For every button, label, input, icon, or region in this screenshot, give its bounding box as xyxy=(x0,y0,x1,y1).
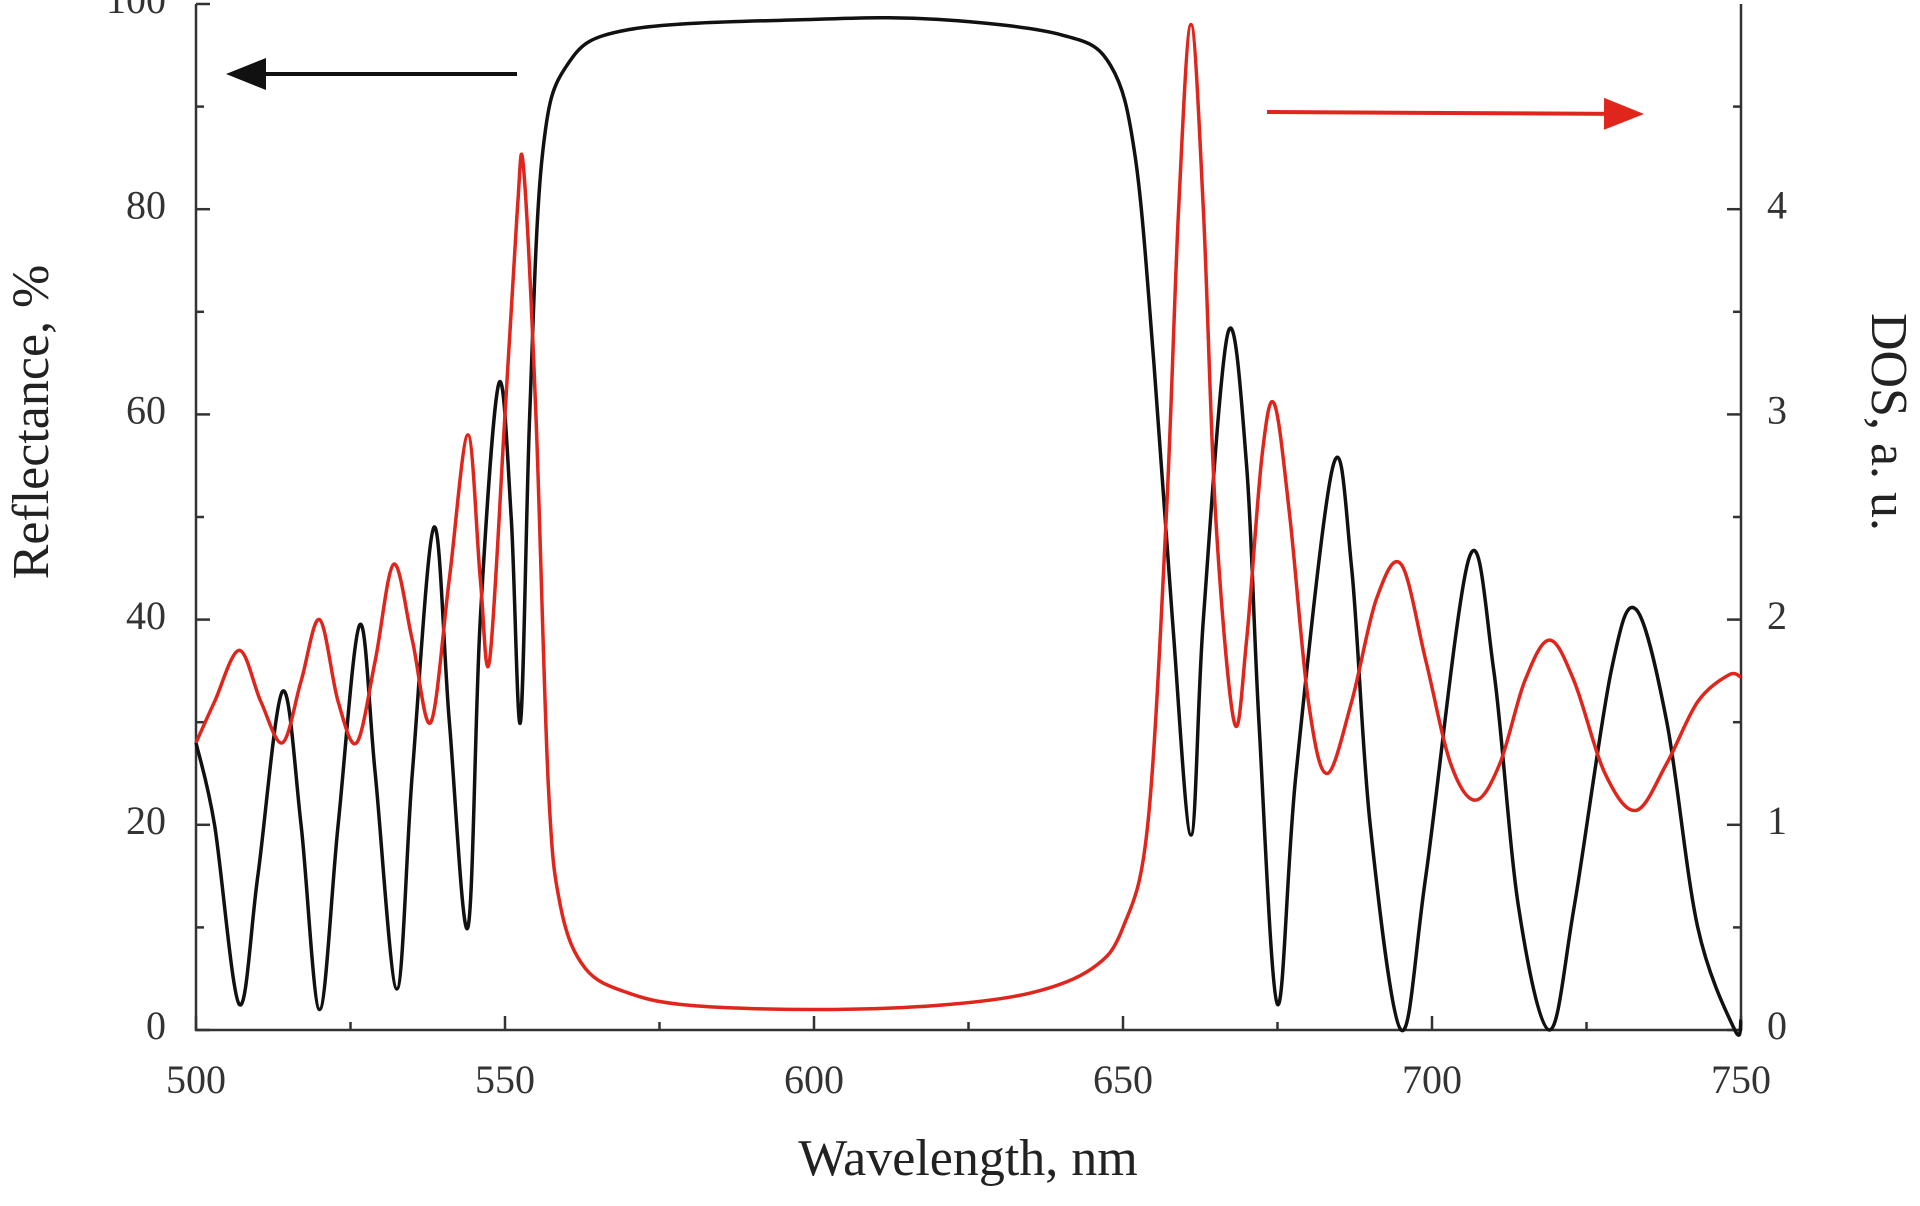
y2-tick-label: 3 xyxy=(1767,388,1787,433)
y-tick-label: 20 xyxy=(126,798,166,843)
y-axis-title: Reflectance, % xyxy=(3,265,60,580)
y2-tick-label: 0 xyxy=(1767,1003,1787,1048)
x-tick-label: 650 xyxy=(1093,1057,1153,1102)
right-arrow xyxy=(1266,97,1644,130)
x-tick-label: 750 xyxy=(1711,1057,1771,1102)
x-tick-label: 700 xyxy=(1402,1057,1462,1102)
series-line xyxy=(194,22,1742,1012)
x-tick-label: 550 xyxy=(475,1057,535,1102)
y-tick-label: 0 xyxy=(146,1003,166,1048)
y-tick-label: 80 xyxy=(126,182,166,227)
y-tick-label: 40 xyxy=(126,593,166,638)
axis-frame xyxy=(194,4,1743,1032)
y2-tick-label: 1 xyxy=(1767,798,1787,843)
y2-axis-title: DOS, a. u. xyxy=(1860,313,1917,531)
y2-tick-label: 4 xyxy=(1767,182,1787,227)
y-tick-label: 100 xyxy=(106,0,166,22)
y2-tick-label: 2 xyxy=(1767,593,1787,638)
series-line xyxy=(194,16,1743,1037)
x-tick-label: 600 xyxy=(784,1057,844,1102)
y-tick-label: 60 xyxy=(126,388,166,433)
x-tick-label: 500 xyxy=(166,1057,226,1102)
x-axis-title: Wavelength, nm xyxy=(798,1130,1138,1187)
